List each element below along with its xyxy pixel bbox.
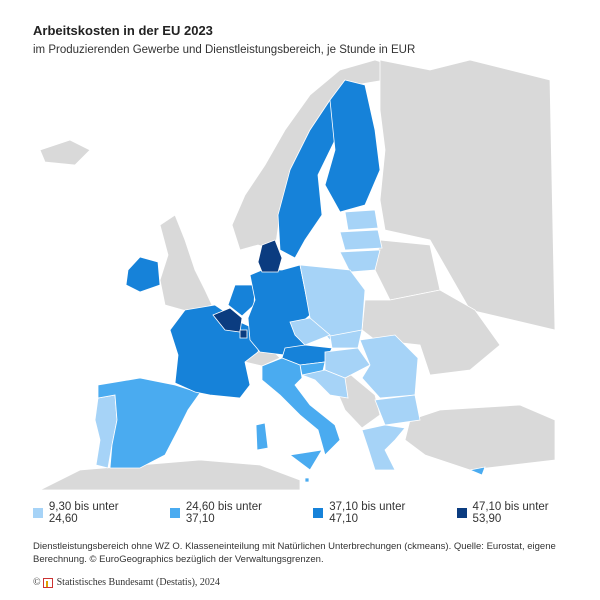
country-gr bbox=[361, 424, 406, 471]
region-turkey bbox=[404, 404, 556, 471]
legend-swatch bbox=[33, 508, 43, 518]
region-ukraine bbox=[361, 289, 501, 376]
country-ro bbox=[359, 334, 419, 399]
country-hu bbox=[324, 347, 371, 379]
legend-label: 47,10 bis unter 53,90 bbox=[472, 501, 549, 525]
country-lu bbox=[239, 329, 248, 339]
country-fi bbox=[324, 79, 381, 213]
map-legend: 9,30 bis unter 24,60 24,60 bis unter 37,… bbox=[33, 501, 600, 525]
destatis-logo-icon bbox=[42, 577, 53, 588]
country-cz bbox=[289, 317, 331, 346]
country-it bbox=[261, 357, 341, 456]
source-credit: © Statistisches Bundesamt (Destatis), 20… bbox=[33, 577, 220, 588]
region-belarus bbox=[374, 239, 441, 301]
legend-item: 9,30 bis unter 24,60 bbox=[33, 501, 149, 525]
legend-label: 37,10 bis unter 47,10 bbox=[329, 501, 406, 525]
legend-item: 24,60 bis unter 37,10 bbox=[170, 501, 292, 525]
country-de bbox=[247, 264, 311, 356]
region-north-africa bbox=[39, 459, 301, 491]
country-lt bbox=[339, 249, 381, 273]
legend-item: 37,10 bis unter 47,10 bbox=[313, 501, 435, 525]
country-hr bbox=[300, 369, 349, 399]
credit-text: Statistisches Bundesamt (Destatis), 2024 bbox=[56, 577, 220, 588]
legend-swatch bbox=[456, 508, 467, 518]
country-bg bbox=[374, 394, 421, 426]
region-uk bbox=[159, 214, 213, 313]
country-es bbox=[97, 377, 201, 469]
map-subtitle: im Produzierenden Gewerbe und Dienstleis… bbox=[33, 44, 416, 56]
map-title: Arbeitskosten in der EU 2023 bbox=[33, 23, 213, 38]
copyright-symbol: © bbox=[33, 577, 41, 588]
country-ee bbox=[344, 209, 379, 231]
region-iceland bbox=[39, 139, 91, 166]
country-cy bbox=[468, 466, 486, 476]
region-russia bbox=[379, 59, 556, 331]
country-be bbox=[212, 307, 243, 333]
legend-swatch bbox=[313, 508, 324, 518]
country-mt bbox=[304, 477, 310, 483]
country-ie bbox=[125, 256, 161, 293]
country-lv bbox=[339, 229, 383, 251]
footnote: Dienstleistungsbereich ohne WZ O. Klasse… bbox=[33, 541, 556, 565]
legend-label: 9,30 bis unter 24,60 bbox=[48, 501, 119, 525]
legend-swatch bbox=[170, 508, 180, 518]
legend-label: 24,60 bis unter 37,10 bbox=[185, 501, 262, 525]
country-sc bbox=[289, 449, 323, 471]
legend-item: 47,10 bis unter 53,90 bbox=[456, 501, 579, 525]
country-sa bbox=[255, 422, 269, 451]
country-dk bbox=[257, 239, 283, 273]
